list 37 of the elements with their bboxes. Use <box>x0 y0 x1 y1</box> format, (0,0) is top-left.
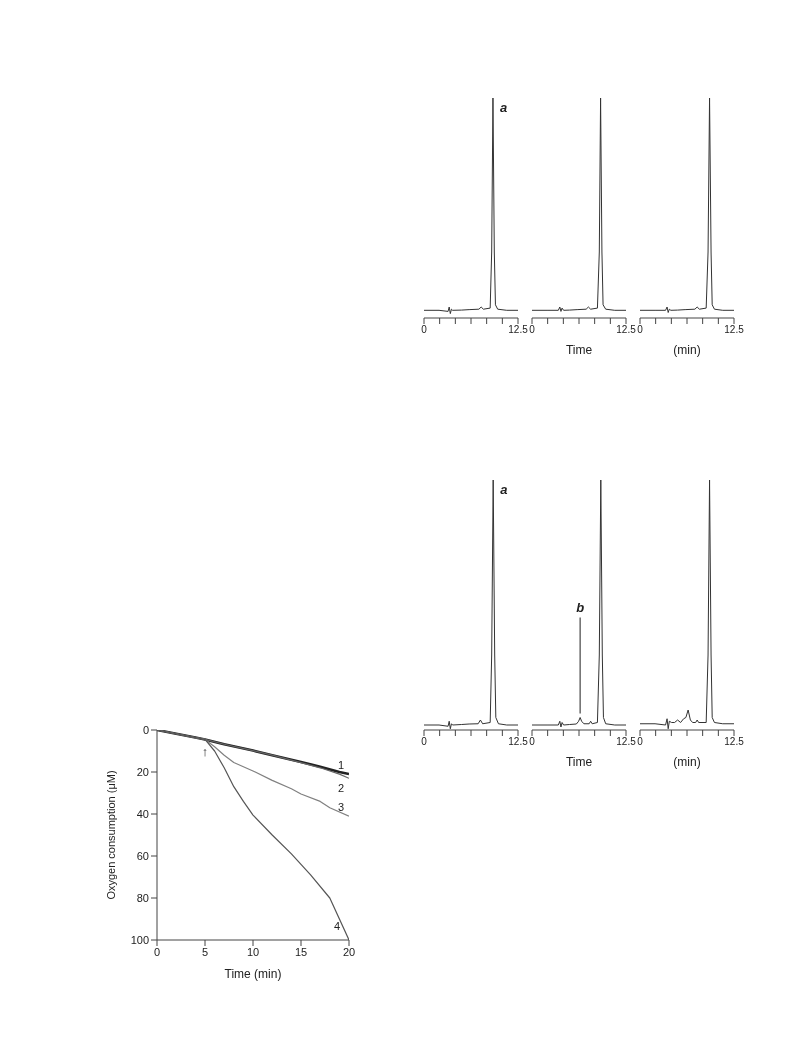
series-label: 2 <box>337 782 345 795</box>
y-tick-label: 40 <box>136 807 149 820</box>
x-axis-title: (min) <box>673 343 701 357</box>
annotation: a <box>499 100 508 115</box>
y-tick-label: 60 <box>136 849 149 862</box>
y-tick-label: 0 <box>142 723 149 736</box>
x-axis-title: (min) <box>673 755 701 769</box>
x-tick-label: 20 <box>342 945 356 958</box>
y-tick-label: 80 <box>136 891 149 904</box>
x-tick-label: 0 <box>529 324 536 336</box>
x-tick-label: 12.5 <box>616 324 637 336</box>
x-tick-label: 0 <box>637 736 644 748</box>
x-tick-label: 0 <box>421 736 428 748</box>
series-label: 3 <box>337 801 345 814</box>
x-axis-title: Time <box>565 755 593 769</box>
x-tick-label: 12.5 <box>724 324 745 336</box>
x-tick-label: 0 <box>529 736 536 748</box>
x-tick-label: 12.5 <box>616 736 637 748</box>
x-tick-label: 12.5 <box>508 736 529 748</box>
x-tick-label: 0 <box>153 945 161 958</box>
x-tick-label: 12.5 <box>724 736 745 748</box>
x-tick-label: 5 <box>201 945 209 958</box>
annotation: b <box>576 599 585 615</box>
annotation: ↑ <box>201 744 209 760</box>
x-tick-label: 15 <box>294 945 308 958</box>
x-tick-label: 0 <box>421 324 428 336</box>
x-tick-label: 10 <box>246 945 260 958</box>
x-axis-title: Time <box>565 343 593 357</box>
y-axis-title: Oxygen consumption (μM) <box>104 770 117 900</box>
y-tick-label: 20 <box>136 765 149 778</box>
x-tick-label: 0 <box>637 324 644 336</box>
y-tick-label: 100 <box>130 933 149 946</box>
annotation: a <box>500 482 508 497</box>
x-axis-title: Time (min) <box>224 967 282 981</box>
x-tick-label: 12.5 <box>508 324 529 336</box>
series-label: 1 <box>337 759 345 772</box>
series-label: 4 <box>333 920 341 932</box>
